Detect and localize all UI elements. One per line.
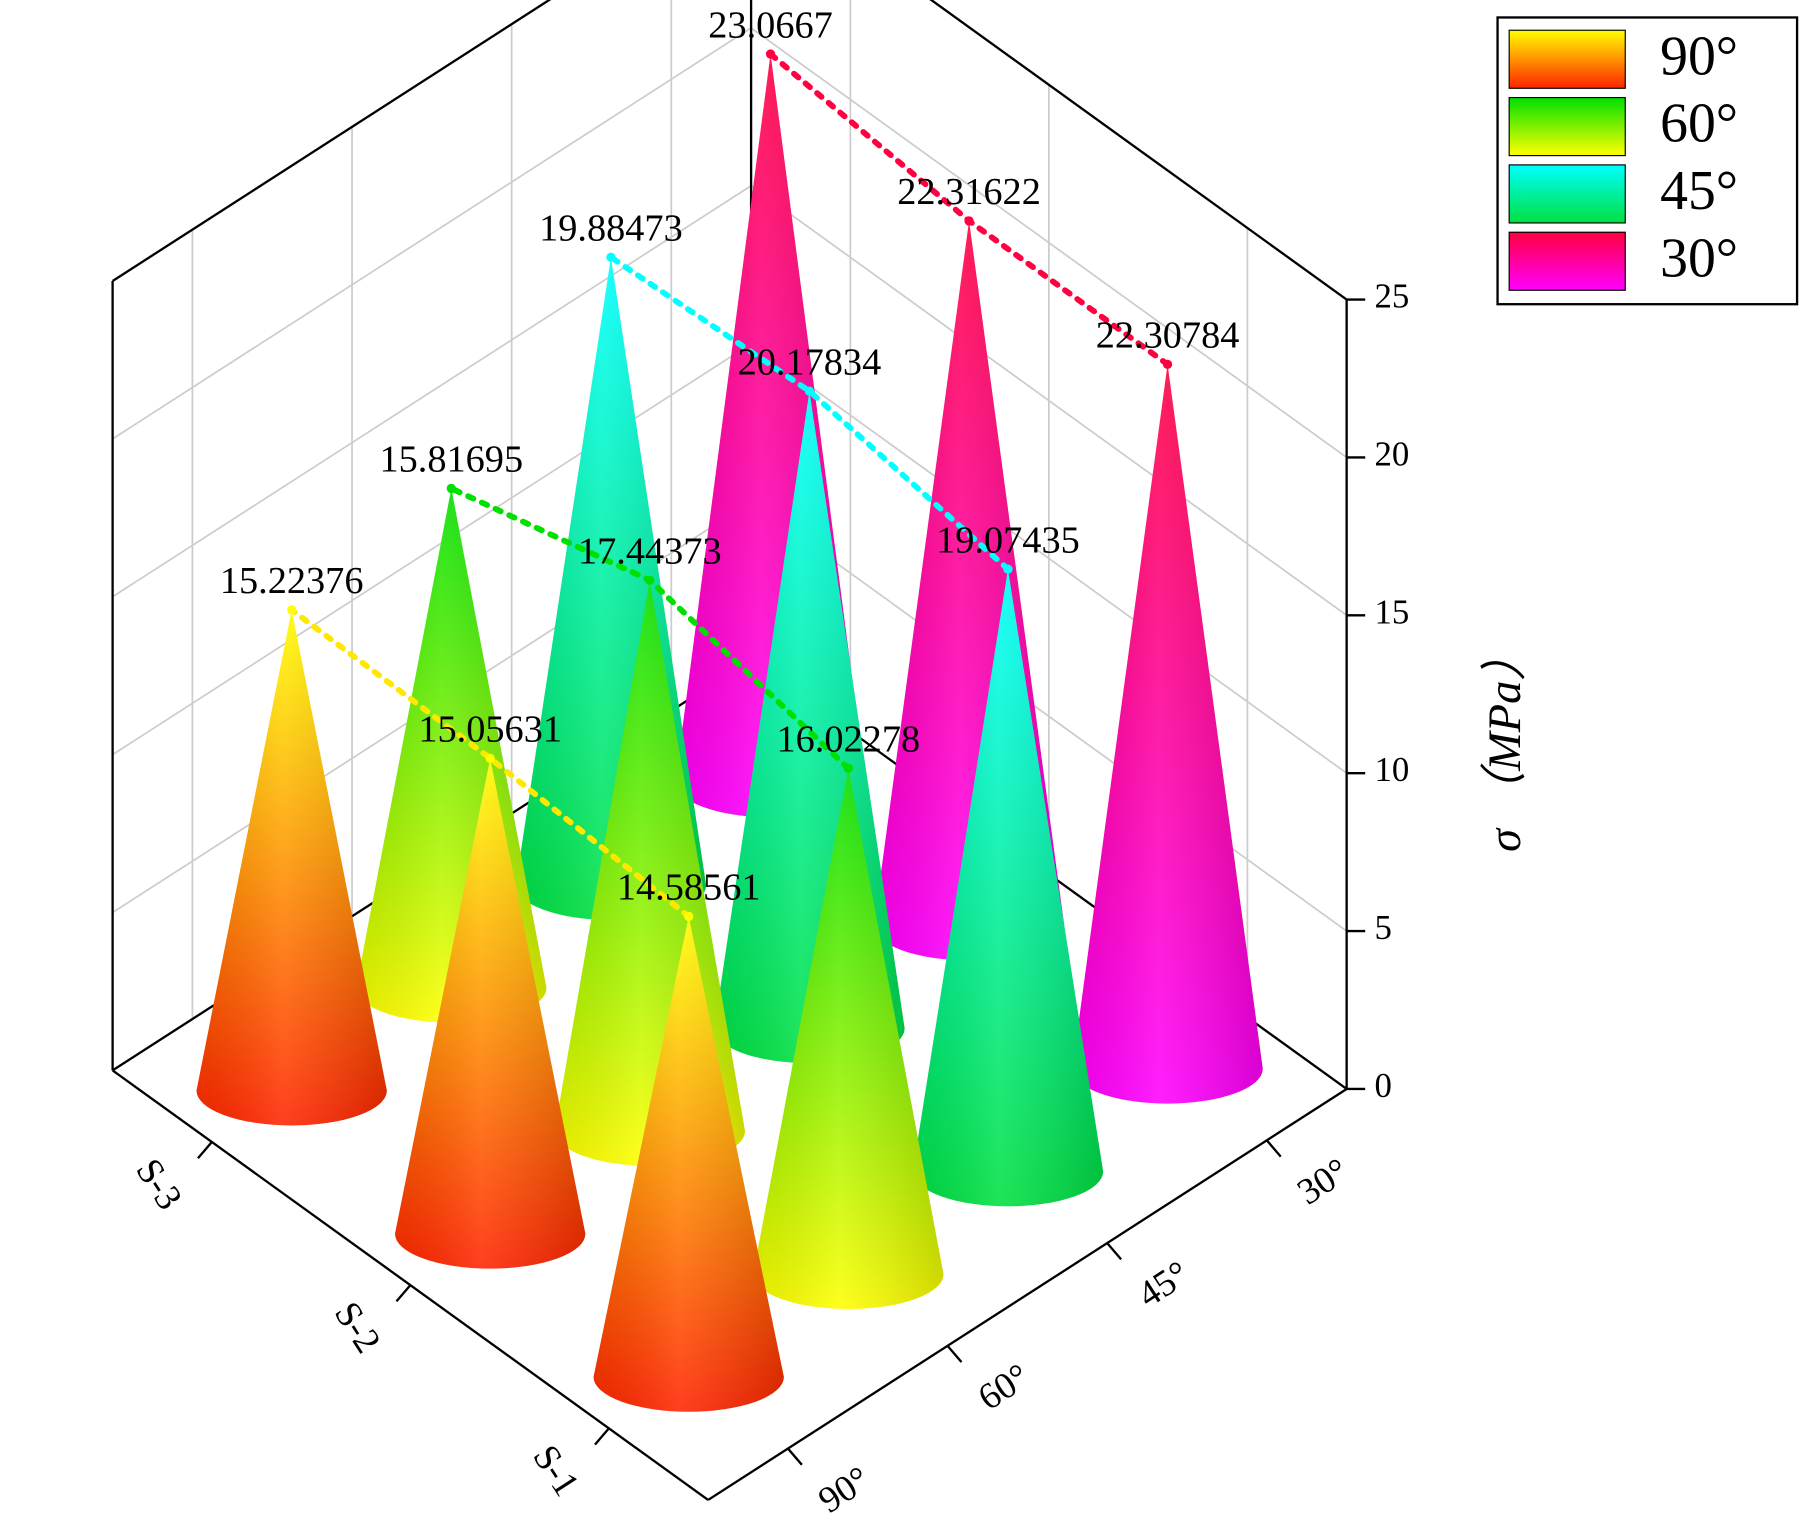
- apex-dot: [964, 216, 974, 226]
- y-tick-label: 5: [1375, 908, 1392, 947]
- y-tick-label: 10: [1375, 750, 1410, 789]
- value-label: 15.05631: [418, 709, 562, 751]
- apex-dot: [1003, 564, 1013, 574]
- apex-dot: [684, 911, 694, 922]
- x-tick: [1106, 1242, 1123, 1261]
- labels: 14.58561 15.05631 15.22376 16.02278 17.44373…: [220, 4, 1240, 922]
- y-tick-label: 20: [1375, 434, 1410, 473]
- apex-dot: [804, 386, 815, 396]
- cone-shade: [593, 916, 784, 1412]
- legend: 90°60°45°30°: [1496, 16, 1799, 306]
- value-label: 16.02278: [777, 719, 921, 761]
- apex-dot: [485, 753, 495, 764]
- value-label: 19.88473: [539, 208, 683, 250]
- z-tick: [594, 1427, 610, 1446]
- cone-shade: [753, 768, 944, 1310]
- cone-shade: [1072, 364, 1263, 1104]
- x-tick-label: 90°: [811, 1459, 877, 1522]
- legend-swatch: [1508, 96, 1626, 157]
- z-tick-label: S-3: [127, 1152, 189, 1218]
- cone-shade: [912, 569, 1104, 1207]
- value-label: 19.07435: [936, 519, 1080, 561]
- value-label: 23.0667: [708, 4, 832, 46]
- value-label: 15.81695: [379, 439, 523, 481]
- y-tick-label: 15: [1375, 592, 1410, 631]
- apex-dot: [765, 49, 776, 59]
- value-label: 15.22376: [220, 560, 364, 602]
- grid-line: [112, 185, 752, 598]
- legend-swatch: [1508, 29, 1626, 89]
- apex-dot: [843, 763, 853, 773]
- cone-shade: [394, 758, 586, 1269]
- x-tick-label: 30°: [1290, 1151, 1356, 1214]
- x-tick-label: 45°: [1131, 1253, 1197, 1316]
- legend-swatch: [1508, 164, 1626, 224]
- y-tick-label: 25: [1375, 277, 1410, 316]
- apex-dot: [606, 252, 616, 262]
- legend-label: 90°: [1660, 25, 1738, 87]
- legend-label: 30°: [1660, 227, 1738, 289]
- legend-swatch: [1508, 231, 1626, 291]
- floor-edge: [707, 1087, 1348, 1501]
- apex-dot: [645, 575, 655, 585]
- z-tick: [197, 1141, 213, 1159]
- wall-edge: [929, 0, 1348, 301]
- apex-dot: [1162, 359, 1173, 369]
- legend-label: 45°: [1660, 160, 1738, 222]
- connector: [608, 254, 1011, 573]
- z-tick-label: S-2: [326, 1295, 388, 1361]
- y-tick-label: 0: [1375, 1066, 1392, 1105]
- z-tick: [395, 1284, 412, 1303]
- x-tick-label: 60°: [971, 1356, 1037, 1419]
- value-label: 20.17834: [738, 341, 882, 383]
- value-label: 22.31622: [897, 171, 1041, 213]
- apex-dot: [446, 483, 456, 494]
- x-tick: [1265, 1139, 1282, 1158]
- legend-label: 60°: [1660, 93, 1738, 155]
- wall-edge: [111, 0, 552, 282]
- grid-line: [112, 27, 752, 440]
- y-axis-title: σ （MPa）: [1480, 634, 1531, 852]
- x-tick: [787, 1447, 803, 1466]
- value-label: 17.44373: [578, 531, 722, 573]
- value-label: 14.58561: [617, 867, 761, 909]
- z-tick-label: S-1: [524, 1438, 586, 1504]
- value-label: 22.30784: [1096, 315, 1240, 357]
- cones: [196, 54, 1263, 1412]
- apex-dot: [287, 605, 297, 615]
- x-tick: [946, 1345, 963, 1363]
- cone-shade: [196, 609, 387, 1126]
- grid-line: [112, 342, 752, 756]
